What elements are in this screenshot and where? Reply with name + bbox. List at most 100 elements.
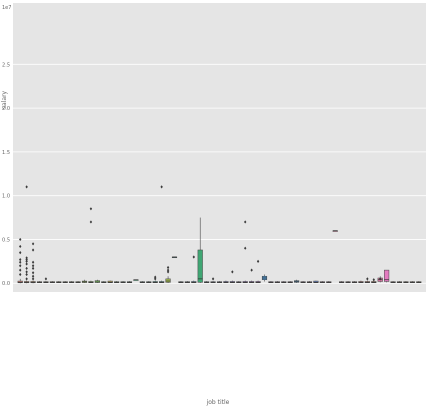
box-group (114, 281, 120, 283)
box-group (268, 281, 274, 283)
outlier-point (244, 220, 247, 224)
box-group (88, 207, 94, 283)
box-group (377, 276, 383, 283)
outlier-point (25, 277, 28, 281)
outlier-point (166, 265, 170, 270)
box-group (43, 277, 49, 283)
y-tick-label: 1.5 (2, 150, 10, 156)
box-group (300, 281, 306, 283)
outlier-point (31, 242, 35, 246)
box-group (159, 185, 165, 283)
box-group (384, 269, 390, 283)
box-group (62, 281, 68, 283)
outlier-point (166, 270, 170, 274)
outlier-point (31, 248, 35, 252)
outlier-point (231, 270, 234, 274)
outlier-point (25, 272, 28, 277)
y-tick-label: 2.0 (2, 106, 10, 112)
box-group (326, 281, 332, 283)
outlier-point (154, 275, 157, 279)
box-group (191, 255, 197, 283)
box-group (30, 242, 36, 284)
box-group (178, 281, 184, 283)
box-group (81, 279, 88, 283)
outlier-point (166, 268, 170, 272)
outlier-point (160, 185, 163, 189)
outlier-point (25, 262, 28, 266)
box-group (56, 281, 62, 283)
outlier-point (19, 250, 22, 255)
box-group (171, 256, 178, 259)
outlier-point (19, 260, 22, 264)
box-group (294, 279, 300, 283)
y-tick-label: 0.0 (2, 281, 10, 287)
outlier-point (89, 220, 93, 224)
box-group (49, 281, 55, 283)
box-group (416, 281, 422, 283)
outlier-point (89, 207, 93, 211)
outlier-point (31, 260, 35, 264)
box-group (101, 281, 107, 283)
box-group (403, 281, 409, 283)
outlier-point (211, 277, 215, 281)
box-group (24, 185, 30, 284)
outlier-point (31, 266, 35, 270)
outlier-point (31, 277, 35, 281)
outlier-point (31, 264, 35, 268)
box-group (216, 281, 223, 283)
outlier-point (31, 274, 35, 278)
outlier-point (31, 271, 35, 275)
box-group (229, 270, 235, 283)
box-group (126, 281, 133, 283)
outlier-point (256, 259, 260, 263)
outlier-point (25, 185, 28, 189)
outlier-point (44, 277, 48, 281)
box-group (69, 281, 75, 283)
box (165, 278, 171, 283)
box-group (364, 277, 370, 283)
box-group (351, 281, 358, 283)
outlier-point (366, 277, 369, 281)
outlier-point (25, 266, 28, 270)
box-group (319, 281, 325, 283)
box-group (281, 281, 287, 283)
box-group (261, 274, 268, 282)
outlier-point (154, 277, 157, 281)
box-group (223, 280, 229, 283)
box-group (409, 281, 415, 283)
box-group (358, 280, 364, 283)
y-axis-ticks: 0.0 0.5 1.0 1.5 2.0 2.5 (2, 62, 10, 287)
box-group (204, 281, 210, 283)
box-group (184, 281, 190, 283)
box-group (152, 275, 158, 283)
x-axis-label: job title (206, 399, 230, 406)
box-group (287, 281, 293, 283)
box-group (197, 217, 203, 283)
y-tick-label: 2.5 (2, 62, 10, 68)
outlier-point (19, 244, 22, 249)
box-group (396, 281, 403, 283)
box-group (242, 220, 248, 283)
outlier-point (25, 259, 28, 263)
box-group (120, 281, 126, 283)
outlier-point (25, 257, 28, 262)
outlier-point (19, 272, 22, 277)
outlier-point (25, 270, 28, 274)
box-group (306, 281, 313, 283)
y-tick-label: 0.5 (2, 237, 10, 243)
gridlines (13, 63, 426, 284)
box (384, 269, 390, 282)
box-group (274, 281, 280, 283)
box-group (236, 281, 242, 283)
box-group (210, 277, 216, 283)
box-group (255, 259, 261, 283)
box-group (249, 268, 255, 283)
outlier-point (250, 268, 253, 272)
plot-background (13, 3, 426, 292)
y-unit-label: 1e7 (2, 5, 11, 11)
box-group (390, 281, 396, 283)
outlier-point (192, 255, 195, 259)
box-group (107, 280, 113, 283)
